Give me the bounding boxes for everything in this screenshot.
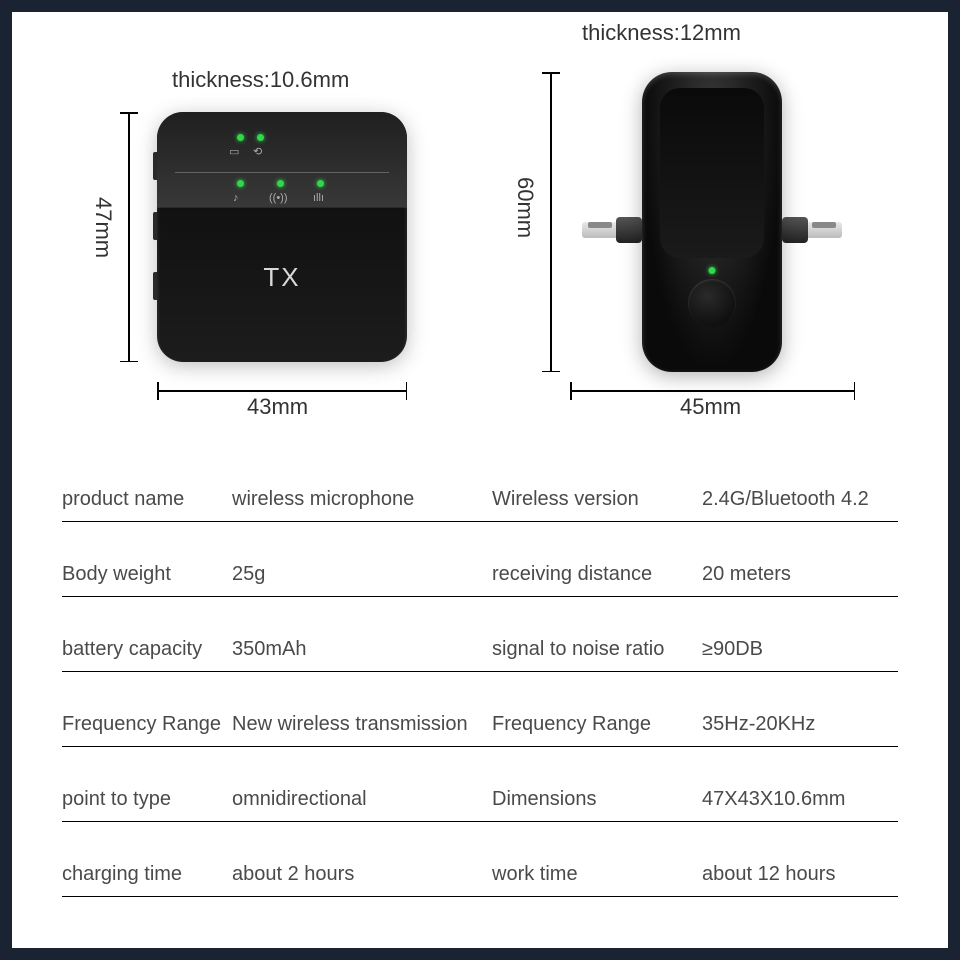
rx-device (572, 72, 852, 372)
spec-value: 350mAh (232, 638, 492, 661)
rx-width-label: 45mm (680, 394, 741, 420)
spec-label: work time (492, 863, 702, 886)
spec-value: ≥90DB (702, 638, 898, 661)
spec-label: battery capacity (62, 638, 232, 661)
spec-row: Body weight 25g receiving distance 20 me… (62, 563, 898, 597)
spec-label: signal to noise ratio (492, 638, 702, 661)
spec-row: product name wireless microphone Wireles… (62, 488, 898, 522)
link-icon: ⟲ (253, 145, 262, 158)
spec-value: New wireless transmission (232, 713, 492, 736)
spec-row: charging time about 2 hours work time ab… (62, 863, 898, 897)
spec-value: 2.4G/Bluetooth 4.2 (702, 488, 898, 511)
spec-row: point to type omnidirectional Dimensions… (62, 788, 898, 822)
tx-body-label: TX (157, 262, 407, 293)
rx-height-label: 60mm (512, 177, 538, 238)
spec-label: Frequency Range (492, 713, 702, 736)
tx-device: ▭ ⟲ ♪ ((•)) ıllı TX (157, 112, 407, 362)
spec-value: omnidirectional (232, 788, 492, 811)
spec-label: product name (62, 488, 232, 511)
spec-row: battery capacity 350mAh signal to noise … (62, 638, 898, 672)
spec-table: product name wireless microphone Wireles… (12, 447, 948, 948)
tx-height-label: 47mm (90, 197, 116, 258)
spec-label: receiving distance (492, 563, 702, 586)
tx-width-label: 43mm (247, 394, 308, 420)
spec-value: 47X43X10.6mm (702, 788, 898, 811)
bars-icon: ıllı (313, 192, 324, 204)
dimension-diagram: thickness:10.6mm thickness:12mm ▭ ⟲ ♪ ((… (12, 12, 948, 447)
signal-icon: ((•)) (269, 192, 288, 204)
spec-label: point to type (62, 788, 232, 811)
product-spec-infographic: thickness:10.6mm thickness:12mm ▭ ⟲ ♪ ((… (0, 0, 960, 960)
rx-thickness-label: thickness:12mm (582, 20, 741, 46)
tx-thickness-label: thickness:10.6mm (172, 67, 349, 93)
spec-label: Wireless version (492, 488, 702, 511)
spec-label: Body weight (62, 563, 232, 586)
spec-value: about 12 hours (702, 863, 898, 886)
usbc-connector (782, 217, 842, 241)
rx-button (688, 279, 736, 327)
rx-height-bracket (542, 72, 560, 372)
spec-value: 20 meters (702, 563, 898, 586)
spec-label: Dimensions (492, 788, 702, 811)
spec-row: Frequency Range New wireless transmissio… (62, 713, 898, 747)
spec-label: charging time (62, 863, 232, 886)
spec-label: Frequency Range (62, 713, 232, 736)
spec-value: 35Hz-20KHz (702, 713, 898, 736)
lightning-connector (582, 217, 642, 241)
tx-height-bracket (120, 112, 138, 362)
battery-icon: ▭ (229, 145, 239, 158)
spec-value: wireless microphone (232, 488, 492, 511)
note-icon: ♪ (233, 192, 239, 204)
spec-value: 25g (232, 563, 492, 586)
spec-value: about 2 hours (232, 863, 492, 886)
